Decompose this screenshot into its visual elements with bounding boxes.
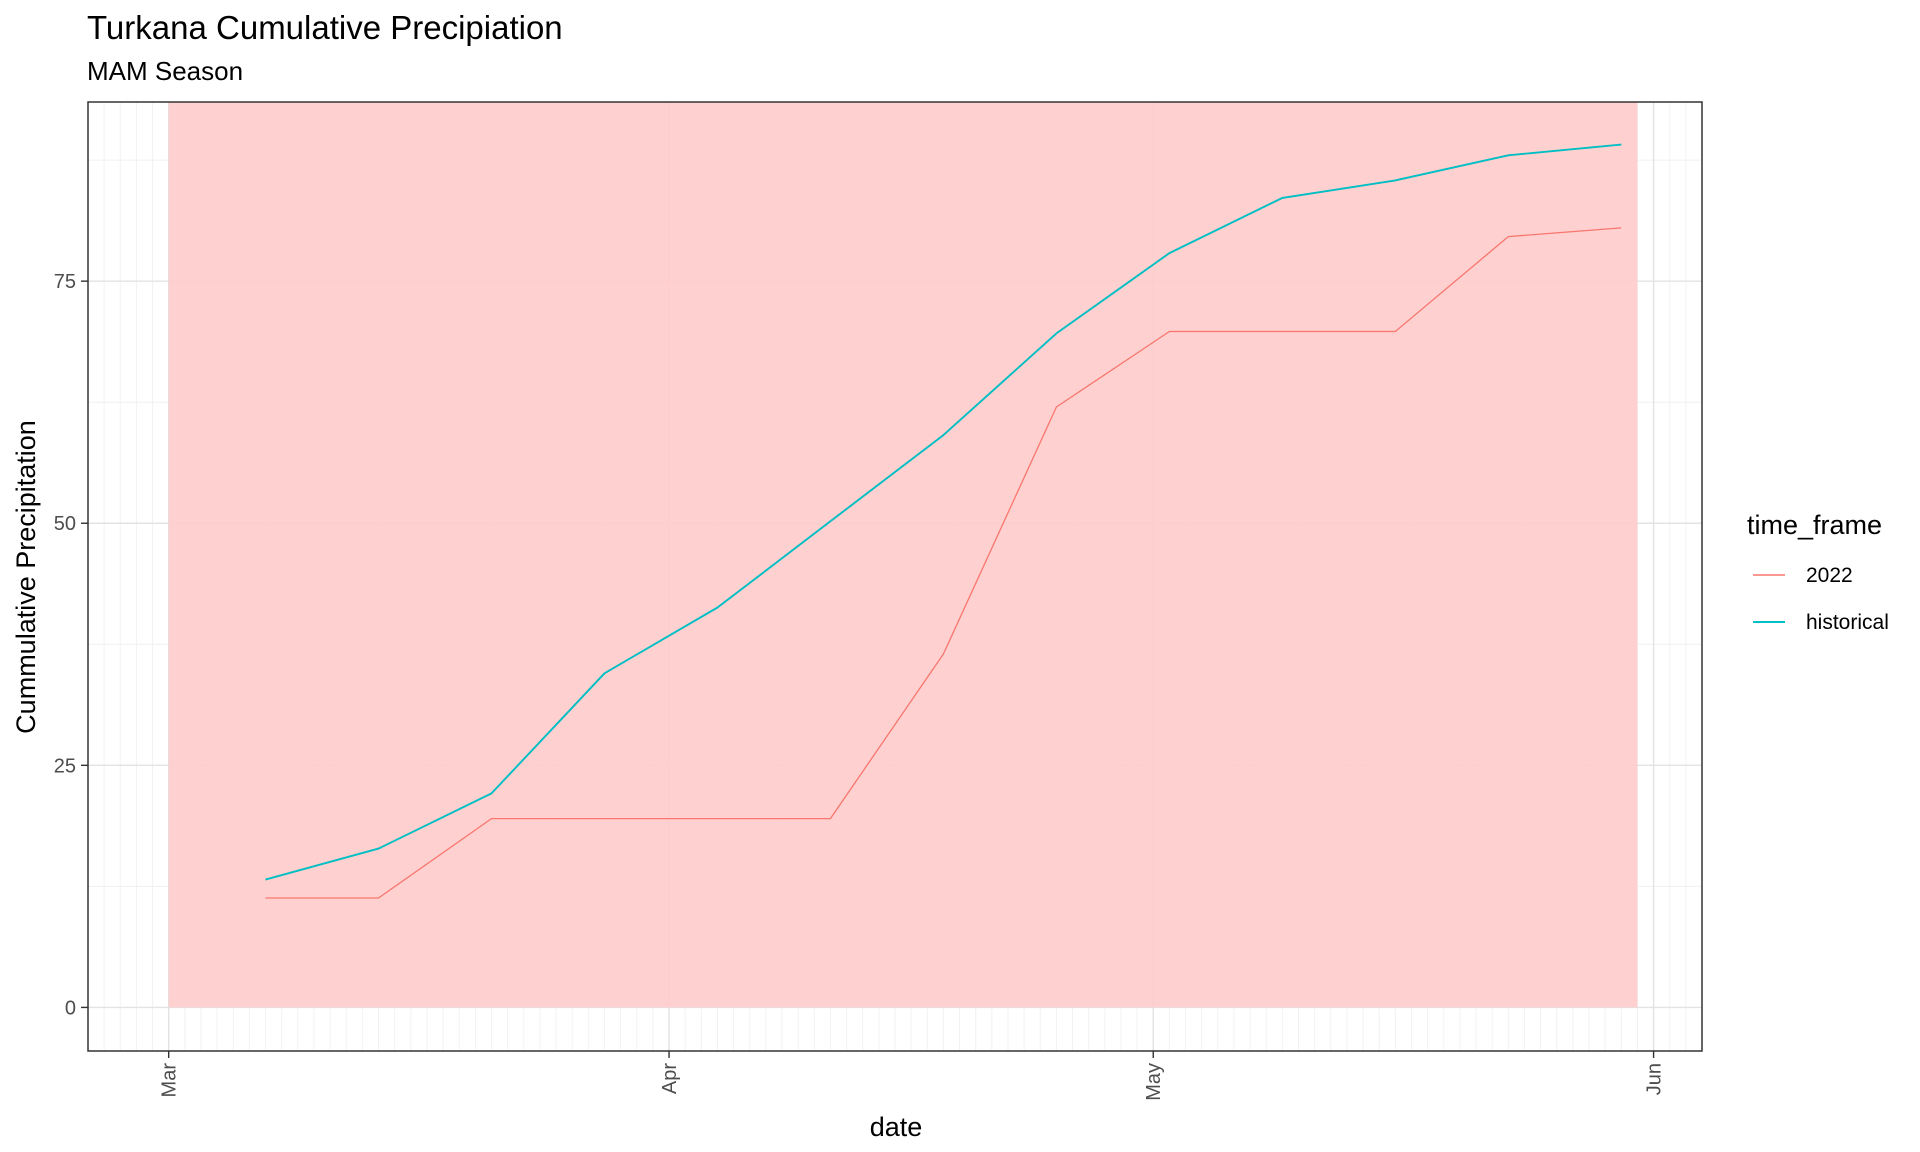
y-tick-label: 50 xyxy=(54,513,76,535)
x-tick-label: Mar xyxy=(159,1063,181,1098)
y-tick-label: 25 xyxy=(54,755,76,777)
x-tick-label: Apr xyxy=(659,1063,681,1094)
y-tick-label: 0 xyxy=(65,997,76,1019)
legend-title: time_frame xyxy=(1747,510,1882,540)
x-tick-label: Jun xyxy=(1644,1063,1666,1095)
chart-title: Turkana Cumulative Precipiation xyxy=(87,9,563,46)
plot-border xyxy=(87,101,1703,1052)
series-line-historical xyxy=(265,143,1622,881)
chart-subtitle: MAM Season xyxy=(87,56,243,86)
y-axis-title: Cummulative Precipitation xyxy=(11,420,41,734)
x-axis-title: date xyxy=(870,1112,923,1142)
plot-panel: 0 25 50 75 Mar Apr May Jun xyxy=(54,101,1703,1101)
x-tick-label: May xyxy=(1143,1063,1165,1101)
legend-label-historical: historical xyxy=(1806,611,1889,634)
legend: time_frame 2022 historical xyxy=(1747,510,1889,634)
series-line-2022 xyxy=(265,227,1622,899)
y-tick-label: 75 xyxy=(54,271,76,293)
season-shaded-region xyxy=(168,102,1638,1008)
legend-label-2022: 2022 xyxy=(1806,564,1853,587)
